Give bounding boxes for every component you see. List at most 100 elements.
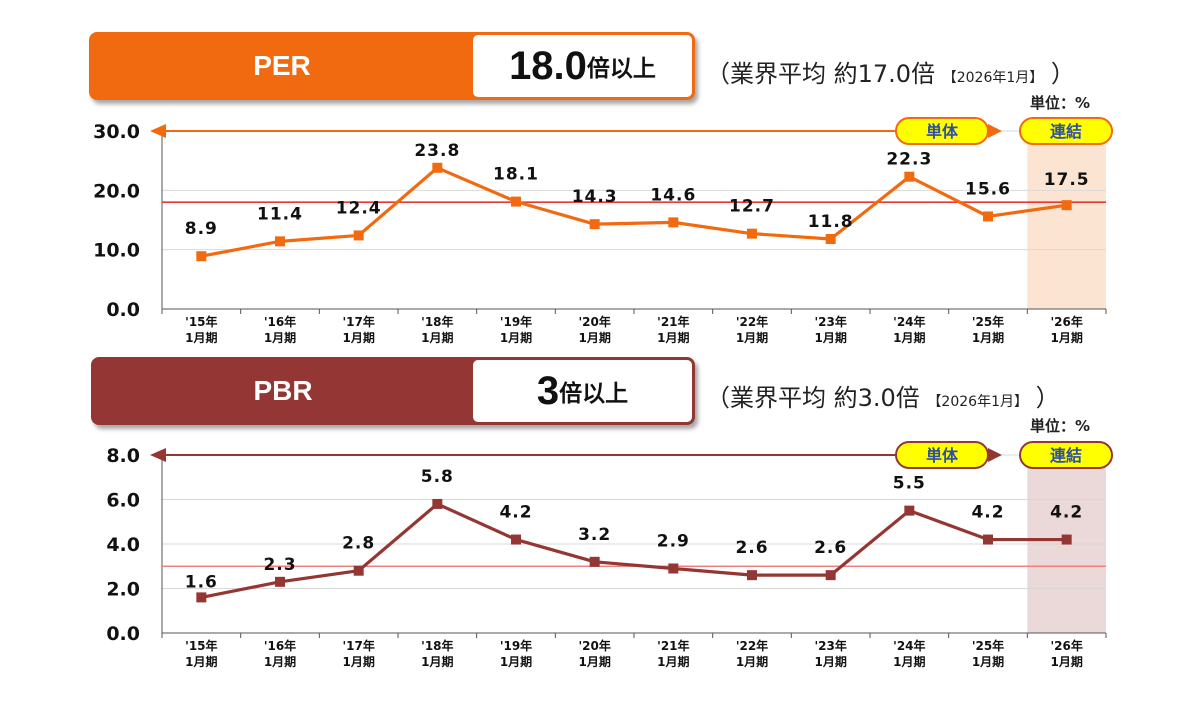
pbr-data-label: 4.2: [1050, 503, 1083, 523]
per-data-point: [589, 219, 600, 230]
pbr-badge-consolidated: [1019, 441, 1113, 469]
per-range-arrow-right-head: [988, 124, 1002, 138]
per-data-point: [668, 217, 679, 228]
pbr-avg-prefix: （業界平均 約3.0倍: [706, 384, 920, 412]
pbr-avg-date: 【2026年1月】: [927, 394, 1028, 410]
per-badge-single-label: 単体: [926, 122, 959, 141]
per-series-line: [201, 166, 1067, 258]
pbr-unit: 単位：%: [1030, 417, 1091, 435]
pbr-data-label: 4.2: [499, 503, 532, 523]
pbr-xtick-label: '20年 1月期: [578, 638, 610, 669]
per-ytick-label: 0.0: [106, 299, 140, 321]
pbr-avg-suffix: ）: [1035, 384, 1060, 412]
pbr-ytick-label: 4.0: [106, 534, 140, 556]
pbr-chart: 8.0 6.0 4.0 2.0 0.0 単体 連結 '15年 1月期 '16年 1月期 '17年 1月期…: [106, 441, 1113, 669]
per-data-label: 8.9: [185, 219, 218, 239]
per-data-label: 14.3: [572, 187, 618, 207]
per-data-label: 22.3: [886, 150, 932, 170]
per-badge-consolidated-label: 連結: [1050, 122, 1082, 141]
per-chart: 30.0 20.0 10.0 0.0 単体 連結 '15年 1月期 '16年 1月期 '17年 1月期…: [93, 117, 1113, 345]
pbr-series-line: [201, 502, 1067, 599]
per-ytick-label: 30.0: [93, 121, 140, 143]
per-xtick-label: '21年 1月期: [657, 314, 689, 345]
pbr-xtick-label: '17年 1月期: [342, 638, 374, 669]
pbr-target-suffix: 倍以上: [559, 381, 629, 407]
per-data-point: [1061, 200, 1072, 211]
pbr-range-arrow-right-head: [988, 448, 1002, 462]
pbr-badge-single: [895, 441, 989, 469]
pbr-data-point: [983, 534, 993, 545]
pbr-data-point: [747, 570, 757, 581]
per-label: PER: [253, 50, 311, 81]
per-target-suffix: 倍以上: [586, 56, 656, 82]
per-data-label: 18.1: [493, 165, 539, 185]
pbr-target-value: 3: [536, 368, 560, 413]
pbr-xtick-label: '21年 1月期: [657, 638, 689, 669]
pbr-ytick-label: 2.0: [106, 579, 140, 601]
pbr-ytick-label: 8.0: [106, 445, 140, 467]
per-target-value: 18.0: [509, 43, 587, 88]
pbr-target-box: 3 倍以上: [473, 360, 692, 422]
pbr-data-label: 2.3: [263, 555, 296, 575]
per-unit: 単位：%: [1030, 94, 1091, 112]
pbr-xtick-label: '15年 1月期: [185, 638, 217, 669]
per-xtick-label: '25年 1月期: [972, 314, 1004, 345]
per-range-arrow-left-head: [150, 124, 166, 138]
per-data-label: 14.6: [650, 185, 696, 205]
pbr-range-arrow-left-head: [150, 448, 166, 462]
per-xtick-label: '22年 1月期: [736, 314, 768, 345]
per-badge-consolidated: [1019, 117, 1113, 145]
pbr-ytick-label: 0.0: [106, 623, 140, 645]
per-target-box: 18.0 倍以上: [473, 35, 692, 97]
per-data-point: [904, 171, 915, 182]
pbr-data-point: [825, 570, 836, 581]
pbr-industry-average: （業界平均 約3.0倍 【2026年1月】 ）: [706, 378, 1060, 413]
pbr-data-point: [1061, 534, 1072, 545]
pbr-data-point: [353, 565, 364, 576]
pbr-data-point: [668, 563, 679, 574]
per-data-label: 23.8: [414, 141, 460, 161]
pbr-header: PBR 3 倍以上: [91, 357, 695, 425]
per-data-label: 17.5: [1044, 170, 1090, 190]
per-xtick-label: '15年 1月期: [185, 314, 217, 345]
per-data-point: [747, 228, 757, 239]
per-data-label: 11.4: [257, 204, 303, 224]
per-industry-average: （業界平均 約17.0倍 【2026年1月】 ）: [706, 54, 1075, 89]
per-data-point: [275, 236, 285, 247]
per-ytick-label: 20.0: [93, 180, 140, 202]
pbr-data-label: 5.5: [893, 474, 926, 494]
pbr-data-label: 5.8: [421, 467, 454, 487]
pbr-xtick-label: '22年 1月期: [736, 638, 768, 669]
per-xtick-label: '20年 1月期: [578, 314, 610, 345]
pbr-xtick-label: '18年 1月期: [421, 638, 453, 669]
pbr-xtick-label: '23年 1月期: [814, 638, 846, 669]
pbr-data-label: 1.6: [185, 572, 218, 592]
per-ytick-label: 10.0: [93, 240, 140, 262]
per-header: PER 18.0 倍以上: [89, 32, 695, 100]
pbr-data-point: [432, 498, 443, 509]
per-data-point: [983, 211, 993, 222]
per-xtick-label: '26年 1月期: [1050, 314, 1082, 345]
per-xtick-label: '19年 1月期: [500, 314, 532, 345]
pbr-data-label: 2.8: [342, 534, 375, 554]
per-xtick-label: '23年 1月期: [814, 314, 846, 345]
pbr-data-point: [275, 576, 285, 587]
pbr-xtick-label: '16年 1月期: [264, 638, 296, 669]
pbr-xtick-label: '24年 1月期: [893, 638, 925, 669]
per-xtick-label: '16年 1月期: [264, 314, 296, 345]
pbr-badge-single-label: 単体: [926, 446, 959, 465]
per-data-point: [825, 233, 836, 244]
pbr-data-label: 4.2: [971, 503, 1004, 523]
pbr-xtick-label: '26年 1月期: [1050, 638, 1082, 669]
per-highlight-column: [1027, 129, 1106, 309]
per-data-point: [432, 162, 443, 173]
per-data-point: [196, 251, 207, 262]
pbr-data-label: 2.9: [657, 531, 690, 551]
per-data-label: 12.7: [729, 197, 775, 217]
pbr-data-label: 3.2: [578, 525, 611, 545]
per-avg-date: 【2026年1月】: [942, 70, 1044, 86]
pbr-data-label: 2.6: [814, 538, 847, 558]
pbr-xtick-label: '19年 1月期: [500, 638, 532, 669]
pbr-ytick-label: 6.0: [106, 490, 140, 512]
per-xtick-label: '18年 1月期: [421, 314, 453, 345]
